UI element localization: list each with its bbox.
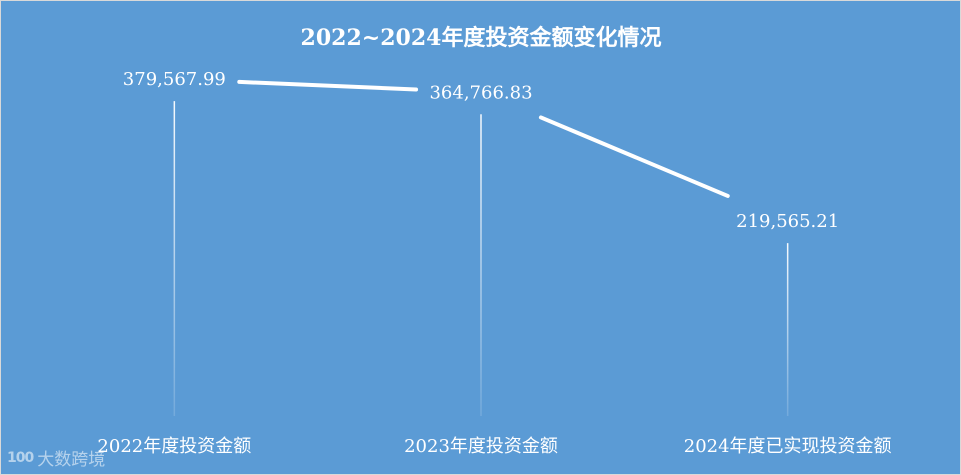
watermark: 100 大数跨境 xyxy=(7,445,106,471)
category-label: 2022年度投资金额 xyxy=(97,436,251,457)
drop-line xyxy=(786,243,789,416)
watermark-text: 大数跨境 xyxy=(37,450,106,470)
chart-title: 2022~2024年度投资金额变化情况 xyxy=(301,25,662,51)
series-line-segment xyxy=(538,115,730,198)
series-line-segment xyxy=(237,79,419,92)
drop-lines xyxy=(173,101,789,416)
category-labels: 2022年度投资金额 2023年度投资金额 2024年度已实现投资金额 xyxy=(97,436,891,457)
data-label: 364,766.83 xyxy=(429,82,532,103)
drop-line xyxy=(173,101,176,416)
category-label: 2023年度投资金额 xyxy=(404,436,558,457)
category-label: 2024年度已实现投资金额 xyxy=(684,436,892,457)
watermark-logo: 100 xyxy=(7,449,34,466)
data-labels: 379,567.99 364,766.83 219,565.21 xyxy=(123,69,839,232)
series-line xyxy=(237,79,730,198)
data-label: 379,567.99 xyxy=(123,69,226,90)
data-label: 219,565.21 xyxy=(736,211,839,232)
drop-line xyxy=(480,114,482,416)
